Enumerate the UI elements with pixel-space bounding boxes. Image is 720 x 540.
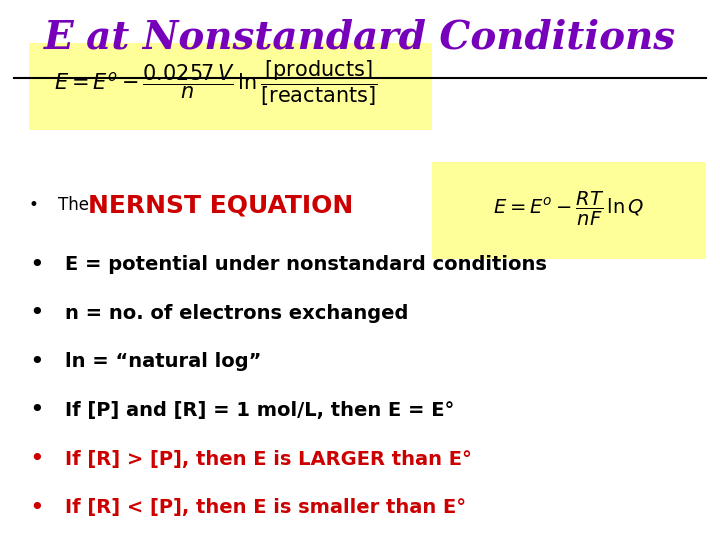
Text: $E = E^o - \dfrac{0.0257\,V}{n}\,\ln\dfrac{[\mathrm{products}]}{[\mathrm{reactan: $E = E^o - \dfrac{0.0257\,V}{n}\,\ln\dfr… xyxy=(54,59,378,109)
Text: E = potential under nonstandard conditions: E = potential under nonstandard conditio… xyxy=(65,255,546,274)
Text: •: • xyxy=(29,350,43,374)
Text: •: • xyxy=(29,399,43,422)
Text: •: • xyxy=(29,301,43,325)
Text: n = no. of electrons exchanged: n = no. of electrons exchanged xyxy=(65,303,408,323)
FancyBboxPatch shape xyxy=(29,43,432,130)
Text: If [P] and [R] = 1 mol/L, then E = E°: If [P] and [R] = 1 mol/L, then E = E° xyxy=(65,401,454,420)
Text: E at Nonstandard Conditions: E at Nonstandard Conditions xyxy=(44,19,676,57)
Text: The: The xyxy=(58,196,94,214)
Text: •: • xyxy=(29,496,43,519)
Text: •: • xyxy=(29,196,39,214)
Text: •: • xyxy=(29,447,43,471)
Text: If [R] > [P], then E is LARGER than E°: If [R] > [P], then E is LARGER than E° xyxy=(65,449,472,469)
Text: •: • xyxy=(29,253,43,276)
FancyBboxPatch shape xyxy=(432,162,706,259)
Text: $E = E^o - \dfrac{RT}{nF}\,\ln Q$: $E = E^o - \dfrac{RT}{nF}\,\ln Q$ xyxy=(493,190,644,228)
Text: ln = “natural log”: ln = “natural log” xyxy=(65,352,261,372)
Text: NERNST EQUATION: NERNST EQUATION xyxy=(88,193,353,217)
Text: If [R] < [P], then E is smaller than E°: If [R] < [P], then E is smaller than E° xyxy=(65,498,466,517)
